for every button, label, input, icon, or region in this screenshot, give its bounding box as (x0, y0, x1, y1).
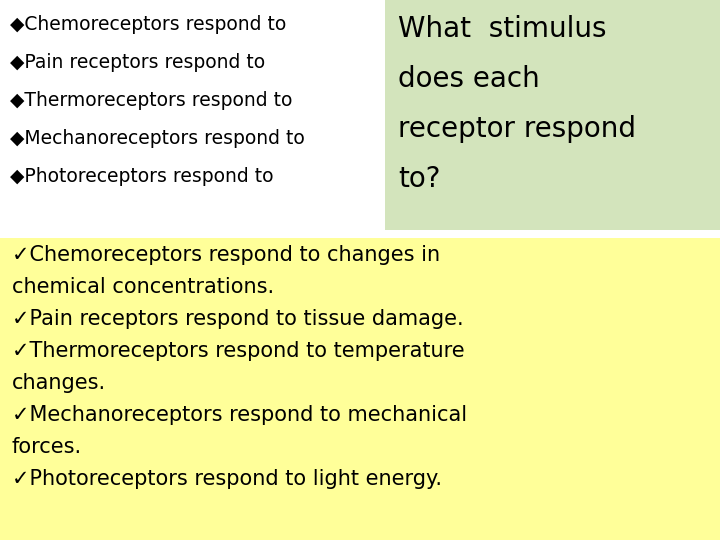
Text: does each: does each (398, 65, 540, 93)
Text: chemical concentrations.: chemical concentrations. (12, 277, 274, 297)
Text: ◆Pain receptors respond to: ◆Pain receptors respond to (10, 53, 265, 72)
Text: ◆Mechanoreceptors respond to: ◆Mechanoreceptors respond to (10, 129, 305, 148)
Text: What  stimulus: What stimulus (398, 15, 606, 43)
Text: ✓Mechanoreceptors respond to mechanical: ✓Mechanoreceptors respond to mechanical (12, 405, 467, 425)
Text: ✓Chemoreceptors respond to changes in: ✓Chemoreceptors respond to changes in (12, 245, 440, 265)
Text: ✓Photoreceptors respond to light energy.: ✓Photoreceptors respond to light energy. (12, 469, 442, 489)
Text: ✓Thermoreceptors respond to temperature: ✓Thermoreceptors respond to temperature (12, 341, 464, 361)
Text: to?: to? (398, 165, 441, 193)
FancyBboxPatch shape (385, 0, 720, 230)
Text: ◆Chemoreceptors respond to: ◆Chemoreceptors respond to (10, 15, 287, 34)
Text: receptor respond: receptor respond (398, 115, 636, 143)
Text: changes.: changes. (12, 373, 106, 393)
Text: ◆Thermoreceptors respond to: ◆Thermoreceptors respond to (10, 91, 292, 110)
Text: forces.: forces. (12, 437, 82, 457)
FancyBboxPatch shape (0, 238, 720, 540)
Text: ◆Photoreceptors respond to: ◆Photoreceptors respond to (10, 167, 274, 186)
Text: ✓Pain receptors respond to tissue damage.: ✓Pain receptors respond to tissue damage… (12, 309, 464, 329)
